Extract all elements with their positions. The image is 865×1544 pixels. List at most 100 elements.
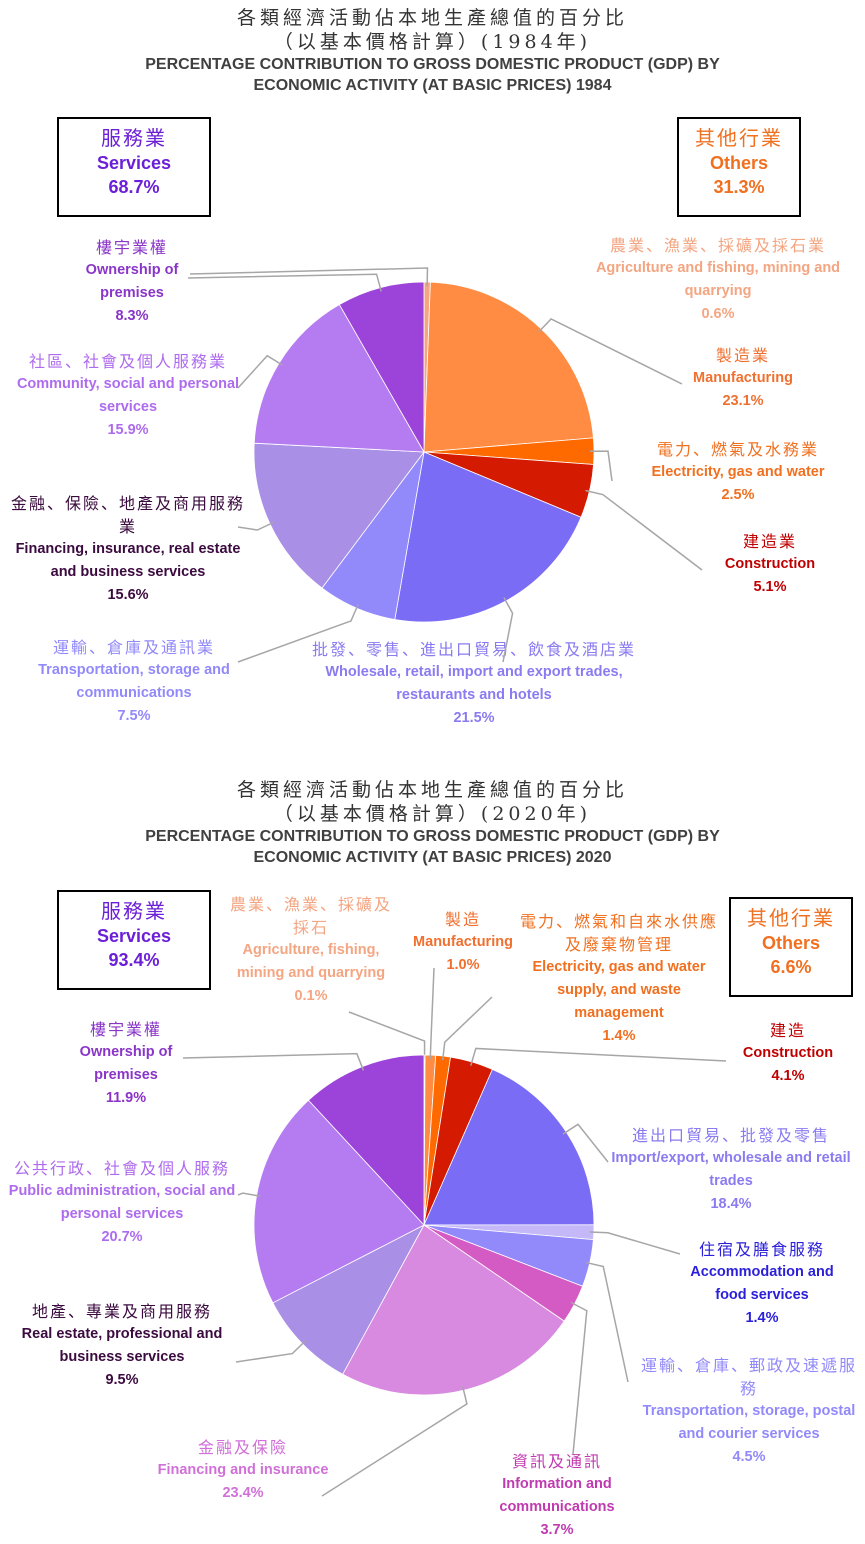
chart1-title-en-2: ECONOMIC ACTIVITY (AT BASIC PRICES) 1984 bbox=[253, 77, 612, 94]
chart2-label-transport-en: Transportation, storage, postal and cour… bbox=[642, 1403, 856, 1442]
chart1-label-ownership-pct: 8.3% bbox=[115, 308, 149, 324]
chart2-label-accommodation: 住宿及膳食服務 Accommodation and food services … bbox=[684, 1238, 840, 1330]
chart2-label-electricity-en: Electricity, gas and water supply, and w… bbox=[532, 959, 706, 1021]
chart2-label-agriculture-pct: 0.1% bbox=[294, 988, 328, 1004]
chart2-label-realestate: 地產、專業及商用服務 Real estate, professional and… bbox=[4, 1300, 240, 1392]
chart1-label-electricity-en: Electricity, gas and water bbox=[651, 464, 825, 480]
chart1-others-zh: 其他行業 bbox=[695, 126, 783, 150]
chart1-slice-manufacturing bbox=[423, 281, 594, 453]
chart2-label-public-zh: 公共行政、社會及個人服務 bbox=[13, 1159, 230, 1178]
chart2-title-zh-2: （以基本價格計算）(2020年) bbox=[273, 803, 592, 825]
chart1-leader-transport bbox=[237, 604, 359, 663]
chart2-label-agriculture: 農業、漁業、採礦及採石 Agriculture, fishing, mining… bbox=[228, 893, 394, 1008]
chart1-leader-manufacturing bbox=[538, 318, 683, 385]
chart2-services-pct: 93.4% bbox=[108, 950, 160, 970]
chart1-title-zh-2: （以基本價格計算）(1984年) bbox=[273, 31, 592, 53]
chart2-label-accommodation-en: Accommodation and food services bbox=[690, 1264, 834, 1303]
chart1-services-zh: 服務業 bbox=[101, 126, 167, 150]
chart2-label-ownership-pct: 11.9% bbox=[105, 1090, 147, 1106]
chart2-label-accommodation-pct: 1.4% bbox=[745, 1310, 779, 1326]
chart2-label-realestate-en: Real estate, professional and business s… bbox=[21, 1326, 223, 1365]
chart1-label-financing-pct: 15.6% bbox=[107, 587, 149, 603]
chart1-services-box: 服務業 Services 68.7% bbox=[57, 117, 211, 217]
chart2-label-information: 資訊及通訊 Information and communications 3.7… bbox=[484, 1450, 630, 1542]
chart2-label-ownership-en: Ownership of premises bbox=[79, 1044, 173, 1083]
chart2-label-electricity: 電力、燃氣和自來水供應及廢棄物管理 Electricity, gas and w… bbox=[516, 910, 722, 1048]
chart2-label-information-zh: 資訊及通訊 bbox=[511, 1452, 602, 1471]
chart2-label-construction-en: Construction bbox=[742, 1045, 834, 1061]
chart2-label-financing-zh: 金融及保險 bbox=[197, 1438, 288, 1457]
chart1-label-ownership: 樓宇業權 Ownership of premises 8.3% bbox=[62, 236, 202, 328]
chart2-label-manufacturing-pct: 1.0% bbox=[446, 957, 480, 973]
chart2-others-pct: 6.6% bbox=[770, 957, 812, 977]
chart1-label-financing-en: Financing, insurance, real estate and bu… bbox=[15, 541, 241, 580]
chart1-label-financing: 金融、保險、地產及商用服務業 Financing, insurance, rea… bbox=[10, 492, 246, 607]
chart2-others-box: 其他行業 Others 6.6% bbox=[729, 897, 853, 997]
chart1-leader-construction bbox=[585, 489, 703, 571]
chart2-leader-import bbox=[562, 1123, 609, 1163]
chart2-others-zh: 其他行業 bbox=[747, 906, 835, 930]
chart1-label-community-zh: 社區、社會及個人服務業 bbox=[28, 352, 227, 371]
chart2-label-transport-pct: 4.5% bbox=[732, 1449, 766, 1465]
chart1-label-construction: 建造業 Construction 5.1% bbox=[700, 530, 840, 599]
chart2-leader-information bbox=[570, 1301, 588, 1455]
chart2-label-financing-pct: 23.4% bbox=[222, 1485, 264, 1501]
chart2-label-agriculture-zh: 農業、漁業、採礦及採石 bbox=[229, 895, 392, 937]
chart2-label-public: 公共行政、社會及個人服務 Public administration, soci… bbox=[4, 1157, 240, 1249]
chart2-label-import-zh: 進出口貿易、批發及零售 bbox=[631, 1126, 830, 1145]
chart2-label-manufacturing-zh: 製造 bbox=[444, 910, 481, 929]
chart2-title: 各類經濟活動佔本地生產總值的百分比 （以基本價格計算）(2020年) PERCE… bbox=[0, 778, 865, 868]
chart2-label-electricity-zh: 電力、燃氣和自來水供應及廢棄物管理 bbox=[519, 912, 718, 954]
chart2-leader-public bbox=[237, 1192, 261, 1197]
chart1-label-wholesale-en: Wholesale, retail, import and export tra… bbox=[325, 664, 623, 703]
chart1-others-en: Others bbox=[709, 153, 769, 173]
chart2-leader-manufacturing bbox=[429, 967, 435, 1060]
chart2-others-en: Others bbox=[761, 933, 821, 953]
chart2-label-manufacturing: 製造 Manufacturing 1.0% bbox=[400, 908, 526, 977]
chart2-label-transport: 運輸、倉庫、郵政及速遞服務 Transportation, storage, p… bbox=[638, 1354, 860, 1469]
chart2-label-realestate-zh: 地產、專業及商用服務 bbox=[31, 1302, 212, 1321]
chart1-label-electricity-zh: 電力、燃氣及水務業 bbox=[656, 440, 819, 459]
chart2-leader-realestate bbox=[235, 1340, 306, 1363]
chart1-label-construction-en: Construction bbox=[724, 556, 816, 572]
chart1-services-en: Services bbox=[96, 153, 172, 173]
chart2-label-construction: 建造 Construction 4.1% bbox=[728, 1019, 848, 1088]
chart1-label-financing-zh: 金融、保險、地產及商用服務業 bbox=[10, 494, 245, 536]
chart1-leader-electricity bbox=[589, 450, 613, 482]
chart1-others-box: 其他行業 Others 31.3% bbox=[677, 117, 801, 217]
chart2-label-manufacturing-en: Manufacturing bbox=[413, 934, 513, 950]
chart2-label-information-pct: 3.7% bbox=[540, 1522, 574, 1538]
chart2-services-zh: 服務業 bbox=[101, 899, 167, 923]
chart1-others-pct: 31.3% bbox=[713, 177, 765, 197]
chart1-label-ownership-zh: 樓宇業權 bbox=[95, 238, 168, 257]
chart2-label-transport-zh: 運輸、倉庫、郵政及速遞服務 bbox=[640, 1356, 857, 1398]
chart1-leader-financing bbox=[237, 521, 274, 531]
chart1-label-transport-zh: 運輸、倉庫及通訊業 bbox=[52, 638, 215, 657]
chart2-label-financing: 金融及保險 Financing and insurance 23.4% bbox=[140, 1436, 346, 1505]
chart2-label-agriculture-en: Agriculture, fishing, mining and quarryi… bbox=[236, 942, 386, 981]
chart2-services-box: 服務業 Services 93.4% bbox=[57, 890, 211, 990]
chart1-leader-ownership bbox=[187, 273, 382, 292]
chart2-label-electricity-pct: 1.4% bbox=[602, 1028, 636, 1044]
chart1-label-electricity: 電力、燃氣及水務業 Electricity, gas and water 2.5… bbox=[628, 438, 848, 507]
chart1-label-community-en: Community, social and personal services bbox=[16, 376, 240, 415]
chart1-label-transport-en: Transportation, storage and communicatio… bbox=[38, 662, 230, 701]
chart1-label-agriculture-zh: 農業、漁業、採礦及採石業 bbox=[609, 236, 826, 255]
chart1-label-construction-zh: 建造業 bbox=[742, 532, 797, 551]
chart1-label-electricity-pct: 2.5% bbox=[721, 487, 755, 503]
chart1-title-zh-1: 各類經濟活動佔本地生產總值的百分比 bbox=[236, 7, 628, 29]
chart1-label-wholesale-zh: 批發、零售、進出口貿易、飲食及酒店業 bbox=[311, 640, 636, 659]
chart1-label-transport: 運輸、倉庫及通訊業 Transportation, storage and co… bbox=[20, 636, 248, 728]
chart2-label-ownership: 樓宇業權 Ownership of premises 11.9% bbox=[56, 1018, 196, 1110]
chart2-title-zh-1: 各類經濟活動佔本地生產總值的百分比 bbox=[236, 779, 628, 801]
chart1-label-manufacturing-zh: 製造業 bbox=[715, 346, 770, 365]
chart1-label-transport-pct: 7.5% bbox=[117, 708, 151, 724]
chart2-title-en-2: ECONOMIC ACTIVITY (AT BASIC PRICES) 2020 bbox=[253, 849, 612, 866]
chart1-label-manufacturing-pct: 23.1% bbox=[722, 393, 764, 409]
chart2-label-information-en: Information and communications bbox=[499, 1476, 615, 1515]
chart2-label-import-en: Import/export, wholesale and retail trad… bbox=[611, 1150, 851, 1189]
chart1-title-en-1: PERCENTAGE CONTRIBUTION TO GROSS DOMESTI… bbox=[145, 56, 720, 73]
chart1-label-agriculture-en: Agriculture and fishing, mining and quar… bbox=[595, 260, 841, 299]
chart1-label-manufacturing: 製造業 Manufacturing 23.1% bbox=[663, 344, 823, 413]
